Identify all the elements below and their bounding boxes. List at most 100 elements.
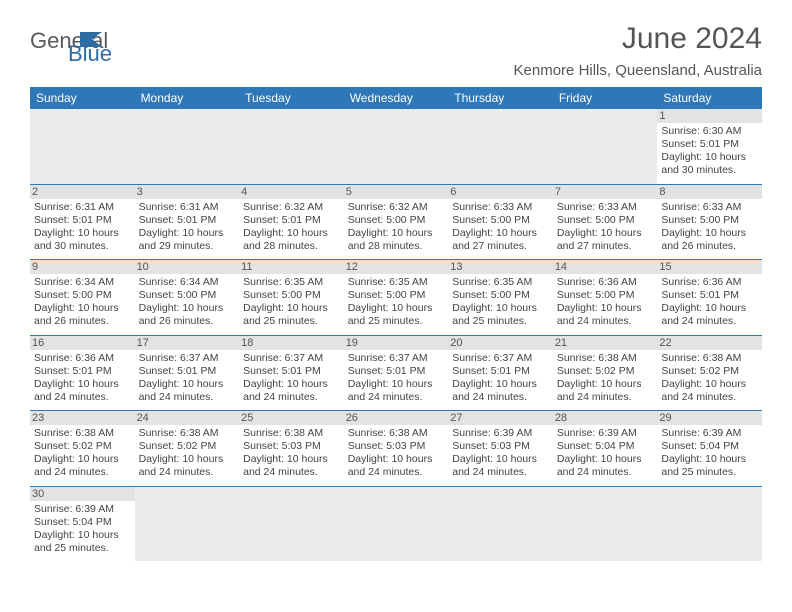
day-number: 1 [657, 109, 762, 123]
sunrise-line: Sunrise: 6:38 AM [661, 352, 758, 365]
calendar-cell [344, 486, 449, 561]
day-info: Sunrise: 6:38 AMSunset: 5:02 PMDaylight:… [557, 352, 654, 405]
day-info: Sunrise: 6:39 AMSunset: 5:04 PMDaylight:… [34, 503, 131, 556]
day-number: 18 [239, 336, 344, 350]
calendar-cell: 15Sunrise: 6:36 AMSunset: 5:01 PMDayligh… [657, 260, 762, 336]
day-number: 27 [448, 411, 553, 425]
daylight-line: Daylight: 10 hours and 24 minutes. [661, 302, 758, 328]
calendar-cell: 8Sunrise: 6:33 AMSunset: 5:00 PMDaylight… [657, 184, 762, 260]
daylight-line: Daylight: 10 hours and 25 minutes. [34, 529, 131, 555]
calendar-cell [553, 109, 658, 184]
calendar-cell: 23Sunrise: 6:38 AMSunset: 5:02 PMDayligh… [30, 411, 135, 487]
weekday-header: Saturday [657, 87, 762, 109]
sunset-line: Sunset: 5:01 PM [34, 365, 131, 378]
calendar-cell: 24Sunrise: 6:38 AMSunset: 5:02 PMDayligh… [135, 411, 240, 487]
day-info: Sunrise: 6:38 AMSunset: 5:03 PMDaylight:… [348, 427, 445, 480]
calendar-cell: 26 Sunrise: 6:38 AMSunset: 5:03 PMDayligh… [344, 411, 449, 487]
daylight-line: Daylight: 10 hours and 24 minutes. [34, 453, 131, 479]
sunrise-line: Sunrise: 6:38 AM [243, 427, 340, 440]
day-number: 21 [553, 336, 658, 350]
day-number: 26 [344, 411, 449, 425]
sunset-line: Sunset: 5:04 PM [661, 440, 758, 453]
sunset-line: Sunset: 5:00 PM [348, 289, 445, 302]
day-number: 19 [344, 336, 449, 350]
calendar-cell: 11Sunrise: 6:35 AMSunset: 5:00 PMDayligh… [239, 260, 344, 336]
daylight-line: Daylight: 10 hours and 26 minutes. [139, 302, 236, 328]
daylight-line: Daylight: 10 hours and 30 minutes. [661, 151, 758, 177]
daylight-line: Daylight: 10 hours and 24 minutes. [452, 453, 549, 479]
daylight-line: Daylight: 10 hours and 26 minutes. [661, 227, 758, 253]
daylight-line: Daylight: 10 hours and 28 minutes. [243, 227, 340, 253]
sunrise-line: Sunrise: 6:33 AM [557, 201, 654, 214]
daylight-line: Daylight: 10 hours and 26 minutes. [34, 302, 131, 328]
sunrise-line: Sunrise: 6:35 AM [452, 276, 549, 289]
sunset-line: Sunset: 5:00 PM [557, 214, 654, 227]
day-info: Sunrise: 6:35 AMSunset: 5:00 PMDaylight:… [348, 276, 445, 329]
daylight-line: Daylight: 10 hours and 30 minutes. [34, 227, 131, 253]
sunrise-line: Sunrise: 6:32 AM [348, 201, 445, 214]
sunset-line: Sunset: 5:02 PM [34, 440, 131, 453]
calendar-row: 2Sunrise: 6:31 AMSunset: 5:01 PMDaylight… [30, 184, 762, 260]
day-info: Sunrise: 6:39 AMSunset: 5:03 PMDaylight:… [452, 427, 549, 480]
calendar-cell [448, 109, 553, 184]
daylight-line: Daylight: 10 hours and 24 minutes. [348, 453, 445, 479]
day-info: Sunrise: 6:38 AMSunset: 5:02 PMDaylight:… [661, 352, 758, 405]
daylight-line: Daylight: 10 hours and 24 minutes. [557, 453, 654, 479]
daylight-line: Daylight: 10 hours and 24 minutes. [348, 378, 445, 404]
sunset-line: Sunset: 5:03 PM [452, 440, 549, 453]
weekday-header: Sunday [30, 87, 135, 109]
day-info: Sunrise: 6:39 AMSunset: 5:04 PMDaylight:… [661, 427, 758, 480]
day-info: Sunrise: 6:33 AMSunset: 5:00 PMDaylight:… [452, 201, 549, 254]
weekday-header: Wednesday [344, 87, 449, 109]
day-number: 2 [30, 185, 135, 199]
day-number: 20 [448, 336, 553, 350]
calendar-cell: 30Sunrise: 6:39 AMSunset: 5:04 PMDayligh… [30, 486, 135, 561]
day-info: Sunrise: 6:31 AMSunset: 5:01 PMDaylight:… [34, 201, 131, 254]
calendar-cell: 27 Sunrise: 6:39 AMSunset: 5:03 PMDayligh… [448, 411, 553, 487]
sunset-line: Sunset: 5:01 PM [661, 138, 758, 151]
sunset-line: Sunset: 5:01 PM [34, 214, 131, 227]
day-number: 14 [553, 260, 658, 274]
day-number: 24 [135, 411, 240, 425]
day-number: 25 [239, 411, 344, 425]
day-info: Sunrise: 6:33 AMSunset: 5:00 PMDaylight:… [557, 201, 654, 254]
day-info: Sunrise: 6:37 AMSunset: 5:01 PMDaylight:… [139, 352, 236, 405]
day-number: 4 [239, 185, 344, 199]
sunrise-line: Sunrise: 6:38 AM [348, 427, 445, 440]
day-info: Sunrise: 6:39 AMSunset: 5:04 PMDaylight:… [557, 427, 654, 480]
calendar-cell: 5Sunrise: 6:32 AMSunset: 5:00 PMDaylight… [344, 184, 449, 260]
sunrise-line: Sunrise: 6:39 AM [452, 427, 549, 440]
calendar-cell: 22Sunrise: 6:38 AMSunset: 5:02 PMDayligh… [657, 335, 762, 411]
sunrise-line: Sunrise: 6:31 AM [139, 201, 236, 214]
calendar-cell: 18Sunrise: 6:37 AMSunset: 5:01 PMDayligh… [239, 335, 344, 411]
day-info: Sunrise: 6:30 AMSunset: 5:01 PMDaylight:… [661, 125, 758, 178]
calendar-cell: 3Sunrise: 6:31 AMSunset: 5:01 PMDaylight… [135, 184, 240, 260]
daylight-line: Daylight: 10 hours and 24 minutes. [243, 453, 340, 479]
calendar-cell [657, 486, 762, 561]
day-info: Sunrise: 6:36 AMSunset: 5:01 PMDaylight:… [34, 352, 131, 405]
sunrise-line: Sunrise: 6:36 AM [34, 352, 131, 365]
sunrise-line: Sunrise: 6:36 AM [557, 276, 654, 289]
sunset-line: Sunset: 5:01 PM [243, 365, 340, 378]
daylight-line: Daylight: 10 hours and 24 minutes. [661, 378, 758, 404]
day-number: 5 [344, 185, 449, 199]
calendar-cell: 7Sunrise: 6:33 AMSunset: 5:00 PMDaylight… [553, 184, 658, 260]
calendar-cell: 12Sunrise: 6:35 AMSunset: 5:00 PMDayligh… [344, 260, 449, 336]
calendar-cell [239, 109, 344, 184]
calendar-cell [239, 486, 344, 561]
sunrise-line: Sunrise: 6:31 AM [34, 201, 131, 214]
sunrise-line: Sunrise: 6:36 AM [661, 276, 758, 289]
calendar-cell [135, 109, 240, 184]
daylight-line: Daylight: 10 hours and 24 minutes. [557, 378, 654, 404]
sunrise-line: Sunrise: 6:33 AM [452, 201, 549, 214]
calendar-cell [553, 486, 658, 561]
calendar-row: 1 Sunrise: 6:30 AMSunset: 5:01 PMDaylight… [30, 109, 762, 184]
calendar-cell: 14 Sunrise: 6:36 AMSunset: 5:00 PMDayligh… [553, 260, 658, 336]
day-info: Sunrise: 6:36 AMSunset: 5:00 PMDaylight:… [557, 276, 654, 329]
daylight-line: Daylight: 10 hours and 24 minutes. [243, 378, 340, 404]
weekday-header: Thursday [448, 87, 553, 109]
sunrise-line: Sunrise: 6:39 AM [34, 503, 131, 516]
daylight-line: Daylight: 10 hours and 28 minutes. [348, 227, 445, 253]
daylight-line: Daylight: 10 hours and 25 minutes. [661, 453, 758, 479]
day-number: 28 [553, 411, 658, 425]
